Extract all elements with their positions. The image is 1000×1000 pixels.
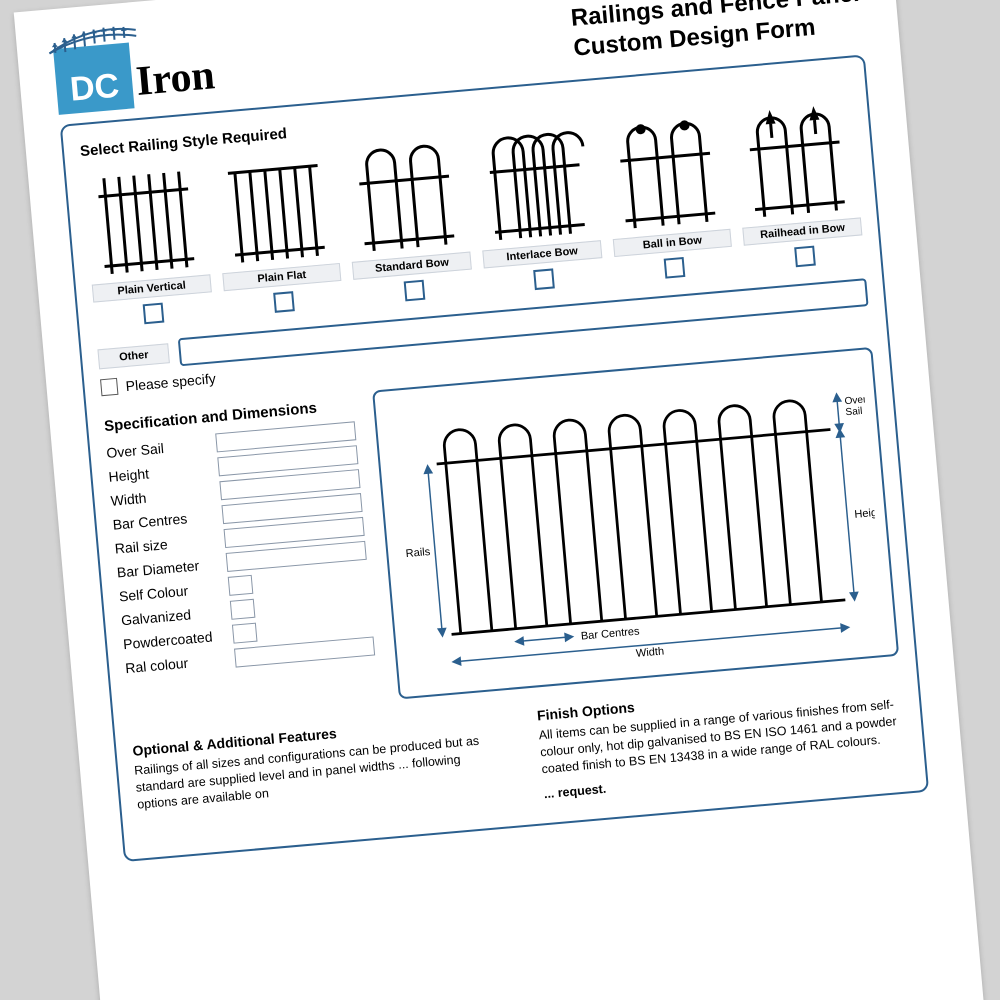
self-colour-input[interactable] — [228, 575, 254, 596]
form-panel: Select Railing Style Required Plain Vert… — [60, 54, 929, 861]
standard-bow-icon — [342, 135, 470, 255]
field-label: Bar Diameter — [116, 555, 227, 581]
field-label: Powdercoated — [122, 626, 233, 652]
svg-text:Over: Over — [844, 394, 867, 407]
logo-word: Iron — [134, 51, 217, 108]
field-label: Self Colour — [118, 578, 229, 604]
style-plain-flat: Plain Flat — [212, 146, 345, 322]
plain-vertical-icon — [82, 158, 210, 278]
style-label: Standard Bow — [352, 252, 472, 280]
style-label: Ball in Bow — [612, 229, 732, 257]
powdercoated-input[interactable] — [232, 623, 258, 644]
galvanized-input[interactable] — [230, 599, 256, 620]
style-label: Plain Flat — [222, 263, 342, 291]
field-label: Bar Centres — [112, 507, 223, 533]
style-label: Railhead in Bow — [743, 217, 863, 245]
style-checkbox[interactable] — [273, 291, 295, 313]
field-label: Rail size — [114, 531, 225, 557]
logo: DC Iron — [53, 35, 217, 115]
other-label: Other — [97, 343, 170, 369]
field-label: Height — [108, 459, 219, 485]
style-checkbox[interactable] — [403, 280, 425, 302]
form-sheet: DC Iron Railings and Fence Panel Custom … — [14, 0, 987, 1000]
style-checkbox[interactable] — [794, 246, 816, 268]
style-standard-bow: Standard Bow — [342, 135, 475, 311]
logo-dc: DC — [68, 67, 120, 110]
style-checkbox[interactable] — [534, 268, 556, 290]
please-specify-label: Please specify — [125, 370, 216, 394]
field-label: Galvanized — [120, 602, 231, 628]
style-label: Interlace Bow — [482, 240, 602, 268]
style-label: Plain Vertical — [92, 274, 212, 302]
svg-text:Sail: Sail — [845, 406, 863, 418]
svg-text:Rails: Rails — [405, 546, 431, 560]
logo-badge: DC — [53, 43, 134, 115]
style-checkbox[interactable] — [143, 303, 165, 325]
fence-diagram-icon: Over Sail Height Rails Bar Centres — [385, 360, 886, 687]
page-title: Railings and Fence Panel Custom Design F… — [570, 0, 864, 64]
gate-icon — [45, 15, 143, 55]
height-label: Height — [854, 506, 886, 521]
field-label: Ral colour — [125, 650, 236, 676]
spec-column: Specification and Dimensions Over Sail H… — [103, 392, 379, 723]
plain-flat-icon — [212, 146, 340, 266]
interlace-bow-icon — [472, 124, 600, 244]
style-plain-vertical: Plain Vertical — [82, 158, 215, 334]
ball-in-bow-icon — [602, 112, 730, 232]
railhead-in-bow-icon — [732, 101, 860, 221]
field-label: Over Sail — [106, 435, 217, 461]
style-interlace-bow: Interlace Bow — [472, 124, 605, 300]
style-railhead-in-bow: Railhead in Bow — [732, 101, 865, 277]
svg-text:Bar Centres: Bar Centres — [580, 625, 640, 642]
please-specify-checkbox[interactable] — [100, 378, 118, 396]
dimension-diagram: Over Sail Height Rails Bar Centres — [372, 347, 899, 700]
svg-text:Width: Width — [635, 646, 664, 660]
style-ball-in-bow: Ball in Bow — [602, 112, 735, 288]
field-label: Width — [110, 483, 221, 509]
style-checkbox[interactable] — [664, 257, 686, 279]
